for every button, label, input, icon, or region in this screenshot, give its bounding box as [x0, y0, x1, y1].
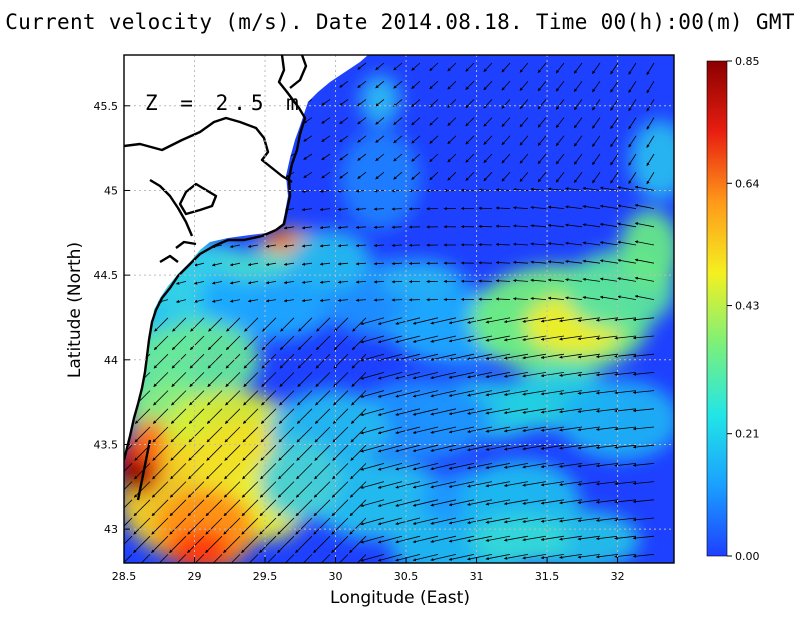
- colorbar-tick-label: 0.00: [735, 550, 760, 563]
- x-tick-label: 31.5: [535, 570, 560, 583]
- plot-frame: [123, 54, 675, 564]
- colorbar-tick-label: 0.21: [735, 428, 760, 441]
- chart-title: Current velocity (m/s). Date 2014.08.18.…: [5, 10, 795, 34]
- colorbar-tick-label: 0.64: [735, 177, 760, 190]
- colorbar: 0.85 0.64 0.43 0.21 0.00: [706, 55, 760, 563]
- y-tick-label: 43: [104, 523, 118, 536]
- graticule: [124, 55, 674, 563]
- y-axis: 43 43.5 44 44.5 45 45.5: [94, 100, 130, 536]
- land-mask: [124, 55, 368, 462]
- x-tick-label: 32: [611, 570, 625, 583]
- y-tick-label: 45: [104, 184, 118, 197]
- x-tick-label: 31: [470, 570, 484, 583]
- x-tick-label: 28.5: [112, 570, 137, 583]
- x-axis-label: Longitude (East): [330, 588, 470, 608]
- depth-label: Z = 2.5 m: [145, 91, 304, 115]
- y-tick-label: 44.5: [94, 269, 119, 282]
- colorbar-tick-label: 0.43: [735, 300, 760, 313]
- y-tick-label: 45.5: [94, 100, 119, 113]
- y-tick-label: 44: [104, 354, 118, 367]
- coastline: [124, 55, 308, 501]
- x-tick-label: 30: [329, 570, 343, 583]
- x-tick-label: 30.5: [394, 570, 419, 583]
- x-axis: 28.5 29 29.5 30 30.5 31 31.5 32: [112, 557, 625, 583]
- colorbar-tick-label: 0.85: [735, 55, 760, 68]
- x-tick-label: 29: [188, 570, 202, 583]
- plot-area: [124, 55, 674, 563]
- x-tick-label: 29.5: [253, 570, 278, 583]
- y-axis-label: Latitude (North): [65, 241, 85, 379]
- colorbar-gradient: [706, 60, 728, 557]
- y-tick-label: 43.5: [94, 438, 119, 451]
